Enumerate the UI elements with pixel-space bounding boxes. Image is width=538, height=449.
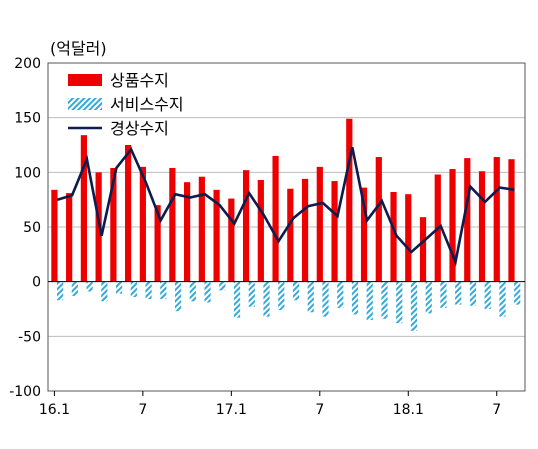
services-balance-bar: [292, 281, 300, 301]
services-balance-bar: [101, 281, 108, 302]
goods-balance-bar: [110, 167, 117, 282]
goods-balance-bar: [242, 170, 250, 282]
goods-balance-bar: [257, 179, 264, 282]
services-balance-bar: [86, 281, 93, 292]
services-balance-bar: [130, 281, 137, 297]
services-balance-bar: [189, 281, 196, 302]
goods-balance-bar: [66, 193, 73, 282]
x-tick-label: 16.1: [39, 402, 70, 418]
y-tick-label: 50: [23, 220, 41, 236]
goods-balance-bar: [80, 135, 87, 282]
services-balance-bar: [307, 281, 314, 313]
goods-balance-bar: [272, 155, 279, 282]
plot-frame: [47, 62, 526, 392]
services-balance-bar: [71, 281, 78, 296]
goods-balance-bar: [198, 176, 205, 282]
y-tick-label: 200: [14, 56, 41, 72]
goods-balance-bar: [493, 157, 500, 282]
goods-balance-bar: [346, 118, 353, 282]
services-balance-bar: [219, 281, 226, 291]
goods-balance-bar: [154, 205, 161, 282]
goods-balance-bar: [125, 145, 132, 282]
x-tick-label: 7: [315, 402, 324, 418]
goods-balance-bar: [287, 188, 294, 282]
legend-goods-swatch: [68, 74, 102, 86]
y-tick-label: 150: [14, 111, 41, 127]
services-balance-bar: [425, 281, 432, 314]
x-tick-label: 7: [492, 402, 501, 418]
goods-balance-bar: [139, 166, 146, 282]
current-account-line-layer: [57, 146, 515, 267]
axes: 200 150 100 50 0 -50 -100 16.1 7 17.1 7 18.1 7: [9, 56, 526, 418]
services-balance-bar: [115, 281, 123, 294]
services-balance-bar: [499, 281, 506, 317]
goods-balance-bar: [449, 169, 456, 282]
legend-services-swatch: [68, 98, 102, 110]
services-balance-bar: [204, 281, 211, 303]
services-balance-bar: [337, 281, 344, 308]
x-tick-label: 18.1: [393, 402, 424, 418]
y-tick-label: -100: [9, 384, 41, 400]
bars: [51, 118, 521, 331]
goods-balance-bar: [464, 158, 471, 282]
goods-balance-bar: [375, 157, 382, 282]
services-balance-bar: [174, 281, 182, 312]
x-tick-label: 7: [138, 402, 147, 418]
goods-balance-bar: [169, 167, 176, 282]
services-balance-bar: [351, 281, 359, 315]
services-balance-bar: [57, 281, 64, 301]
services-balance-bar: [278, 281, 285, 311]
y-axis-unit-label: (억달러): [50, 39, 107, 58]
goods-balance-bar: [184, 182, 191, 282]
goods-balance-bar: [390, 192, 397, 282]
goods-balance-bar: [301, 178, 309, 282]
services-balance-bar: [514, 281, 521, 305]
goods-balance-bar: [316, 166, 323, 282]
goods-balance-bar: [478, 171, 486, 282]
y-tick-label: 0: [32, 275, 41, 291]
current-account-line: [57, 146, 515, 267]
y-tick-label: 100: [14, 165, 41, 181]
services-balance-bar: [233, 281, 241, 318]
services-balance-bar: [248, 281, 255, 307]
services-balance-bar: [396, 281, 403, 324]
goods-balance-bar: [508, 159, 515, 282]
services-balance-bar: [410, 281, 418, 331]
services-balance-bar: [366, 281, 373, 320]
goods-balance-bar: [331, 181, 338, 282]
goods-balance-bar: [213, 189, 220, 282]
services-balance-bar: [263, 281, 270, 317]
legend-label: 서비스수지: [110, 95, 184, 114]
services-balance-bar: [160, 281, 167, 300]
services-balance-bar: [145, 281, 152, 300]
goods-balance-bar: [405, 194, 412, 282]
goods-balance-bar: [419, 217, 427, 282]
goods-balance-bar: [360, 187, 368, 282]
services-balance-bar: [455, 281, 462, 305]
x-tick-label: 17.1: [216, 402, 247, 418]
legend-label: 경상수지: [110, 119, 169, 138]
services-balance-bar: [440, 281, 447, 308]
services-balance-bar: [322, 281, 329, 317]
services-balance-bar: [484, 281, 491, 309]
y-tick-label: -50: [18, 329, 41, 345]
services-balance-bar: [469, 281, 477, 306]
goods-balance-bar: [51, 189, 58, 282]
services-balance-bar: [381, 281, 388, 319]
goods-balance-bar: [228, 198, 235, 282]
legend-label: 상품수지: [110, 71, 169, 90]
